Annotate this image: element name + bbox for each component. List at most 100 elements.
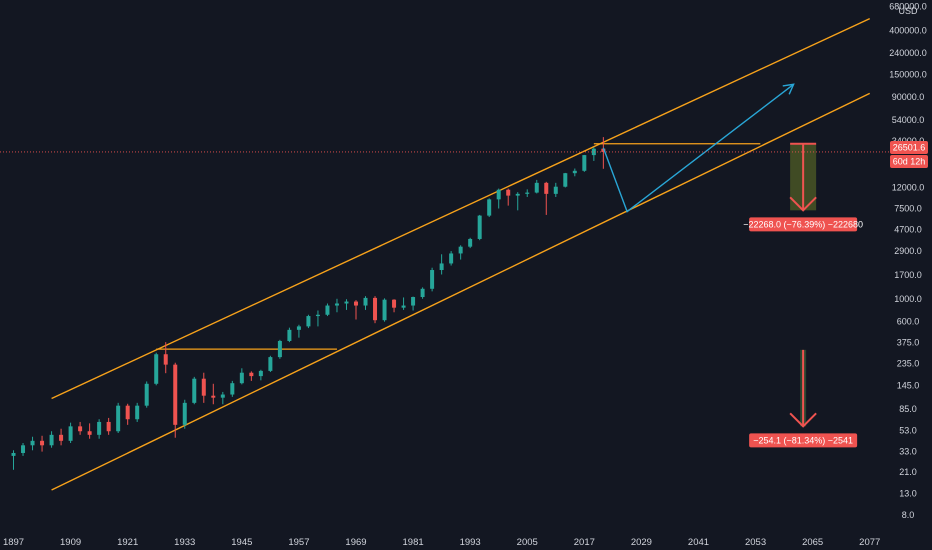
- y-tick-label: 33.0: [899, 447, 917, 457]
- candle-body: [97, 421, 102, 435]
- y-tick-label: 240000.0: [889, 48, 927, 58]
- projection-line: [602, 83, 795, 213]
- measure-arrowhead: [789, 412, 817, 428]
- candle-body: [40, 440, 45, 446]
- candle-body: [78, 426, 83, 432]
- y-tick-label: 375.0: [897, 338, 920, 348]
- y-tick-label: 85.0: [899, 404, 917, 414]
- candle-body: [458, 246, 463, 254]
- y-tick-label: 53.0: [899, 425, 917, 435]
- y-tick-label: 1700.0: [894, 270, 922, 280]
- candle-body: [515, 193, 520, 196]
- measure-annotations: −22268.0 (−76.39%) −222680 −254.1 (−81.34…: [743, 142, 863, 448]
- horizontal-levels: [156, 143, 761, 350]
- x-tick-label: 1945: [231, 537, 252, 548]
- candle-body: [325, 305, 330, 315]
- y-tick-label: 13.0: [899, 488, 917, 498]
- measure-label: −22268.0 (−76.39%) −222680: [743, 219, 863, 229]
- y-tick-label: 145.0: [897, 380, 920, 390]
- x-tick-label: 1921: [117, 537, 138, 548]
- x-tick-label: 2053: [745, 537, 766, 548]
- current-price-badge: [890, 141, 928, 154]
- candle-body: [601, 148, 606, 152]
- current-price-label: 26501.6: [893, 143, 926, 153]
- candle-body: [582, 155, 587, 171]
- y-tick-label: 4700.0: [894, 224, 922, 234]
- candle-body: [354, 301, 358, 306]
- candle-body: [11, 452, 16, 456]
- candle-body: [439, 263, 444, 271]
- candle-body: [496, 189, 501, 200]
- candle-body: [334, 303, 339, 306]
- candle-body: [239, 372, 244, 384]
- y-tick-label: 235.0: [897, 359, 920, 369]
- y-tick-label: 150000.0: [889, 69, 927, 79]
- candle-body: [68, 426, 73, 441]
- measure-label-box: [749, 433, 858, 448]
- candle-body: [87, 431, 92, 435]
- candle-body: [591, 148, 596, 156]
- candle-body: [420, 288, 425, 298]
- candle-body: [534, 182, 539, 193]
- channel-line: [51, 92, 871, 491]
- y-tick-label: 8.0: [902, 510, 915, 520]
- candle-body: [220, 394, 225, 398]
- candle-body: [182, 402, 187, 425]
- measure-label: −254.1 (−81.34%) −2541: [753, 435, 853, 445]
- candle-body: [258, 370, 263, 377]
- candle-body: [344, 301, 349, 304]
- y-tick-label: 21.0: [899, 467, 917, 477]
- y-tick-label: 2900.0: [894, 246, 922, 256]
- candle-body: [106, 421, 111, 432]
- candle-body: [192, 378, 197, 403]
- y-tick-label: 1000.0: [894, 294, 922, 304]
- candle-body: [411, 297, 416, 306]
- candle-body: [363, 297, 368, 306]
- candle-body: [544, 182, 549, 194]
- candle-body: [553, 186, 558, 194]
- x-tick-label: 1981: [403, 537, 424, 548]
- candle-body: [296, 326, 301, 330]
- candle-body: [287, 329, 292, 341]
- x-tick-label: 1993: [460, 537, 481, 548]
- x-tick-label: 1909: [60, 537, 81, 548]
- measure-label-box: [749, 217, 858, 232]
- y-tick-label: 12000.0: [892, 182, 925, 192]
- candle-body: [392, 299, 397, 308]
- candle-body: [116, 405, 121, 432]
- candle-body: [401, 305, 406, 308]
- x-tick-label: 2041: [688, 537, 709, 548]
- y-tick-label: 7500.0: [894, 204, 922, 214]
- y-tick-label: 680000.0: [889, 2, 927, 12]
- candle-body: [382, 299, 387, 321]
- timeframe-badge: [890, 155, 928, 168]
- y-tick-label: 600.0: [897, 317, 920, 327]
- candle-body: [306, 316, 311, 327]
- channel-lines: [51, 17, 871, 491]
- candle-body: [125, 405, 130, 420]
- x-tick-label: 1969: [345, 537, 366, 548]
- candle-body: [30, 440, 35, 446]
- candle-body: [430, 270, 435, 289]
- candle-body: [449, 253, 454, 264]
- y-tick-label: 34000.0: [892, 136, 925, 146]
- candle-body: [211, 395, 216, 398]
- candle-body: [230, 383, 235, 395]
- projection-arrowhead: [782, 83, 795, 95]
- candle-body: [49, 434, 54, 446]
- x-tick-label: 2005: [517, 537, 538, 548]
- candle-body: [201, 378, 206, 396]
- candle-body: [277, 340, 282, 358]
- x-tick-label: 2077: [859, 537, 880, 548]
- y-tick-label: 400000.0: [889, 25, 927, 35]
- candle-body: [154, 354, 159, 384]
- time-axis[interactable]: 1897 1909 1921 1933 1945 1957 1969 1981 1993 2005…: [3, 537, 880, 548]
- candle-body: [525, 192, 530, 194]
- y-tick-label: 90000.0: [892, 92, 925, 102]
- candle-body: [173, 364, 178, 425]
- candle-body: [268, 357, 273, 371]
- candle-body: [477, 215, 482, 239]
- candle-body: [59, 434, 64, 441]
